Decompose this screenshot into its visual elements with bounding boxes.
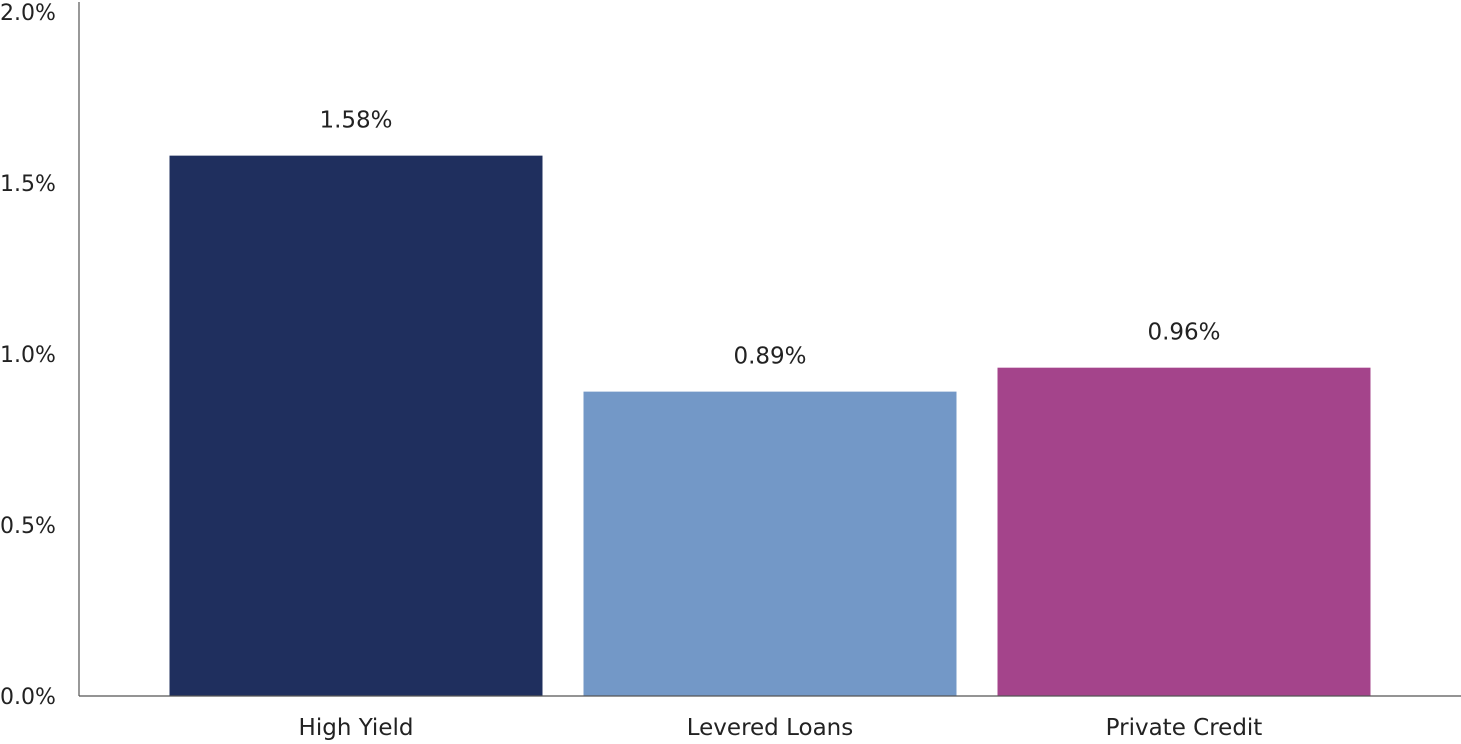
- y-tick-label: 1.0%: [0, 343, 56, 368]
- y-tick-label: 1.5%: [0, 172, 56, 197]
- bars: [169, 155, 1371, 696]
- bar: [997, 367, 1371, 696]
- y-tick-label: 0.5%: [0, 514, 56, 539]
- x-category-label: Levered Loans: [687, 715, 853, 741]
- bar-value-label: 0.96%: [1147, 320, 1220, 346]
- x-category-label: Private Credit: [1106, 715, 1263, 741]
- bar-value-label: 1.58%: [319, 108, 392, 134]
- x-category-label: High Yield: [299, 715, 414, 741]
- bar: [169, 155, 543, 696]
- y-tick-label: 2.0%: [0, 1, 56, 26]
- y-tick-label: 0.0%: [0, 685, 56, 710]
- x-axis: High Yield Levered Loans Private Credit: [79, 695, 1461, 741]
- data-labels: 1.58% 0.89% 0.96%: [319, 108, 1220, 370]
- y-axis: 0.0% 0.5% 1.0% 1.5% 2.0%: [0, 1, 80, 710]
- bar-value-label: 0.89%: [733, 344, 806, 370]
- bar: [583, 391, 957, 696]
